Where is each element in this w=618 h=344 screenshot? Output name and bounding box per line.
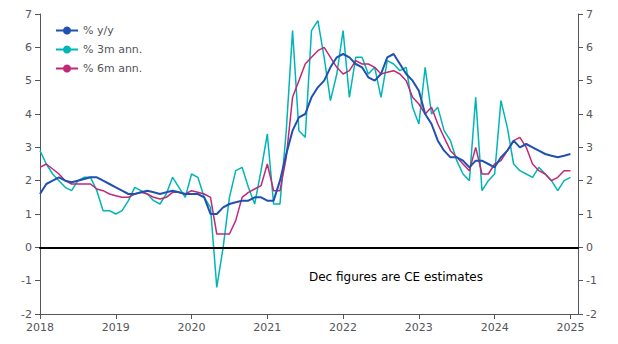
svg-text:-2: -2	[21, 308, 32, 321]
svg-text:-1: -1	[21, 274, 32, 287]
svg-text:2019: 2019	[102, 321, 130, 334]
svg-text:5: 5	[586, 74, 593, 87]
svg-text:1: 1	[586, 208, 593, 221]
svg-text:% y/y: % y/y	[83, 24, 114, 37]
svg-text:1: 1	[25, 208, 32, 221]
svg-text:-2: -2	[586, 308, 597, 321]
svg-text:2021: 2021	[253, 321, 281, 334]
svg-text:0: 0	[586, 241, 593, 254]
svg-text:2018: 2018	[26, 321, 54, 334]
svg-text:2023: 2023	[405, 321, 433, 334]
svg-text:3: 3	[25, 141, 32, 154]
svg-text:4: 4	[586, 108, 593, 121]
svg-text:6: 6	[25, 41, 32, 54]
svg-text:2: 2	[586, 174, 593, 187]
svg-text:7: 7	[586, 8, 593, 21]
svg-text:2: 2	[25, 174, 32, 187]
svg-text:0: 0	[25, 241, 32, 254]
svg-text:2024: 2024	[481, 321, 509, 334]
svg-text:-1: -1	[586, 274, 597, 287]
svg-text:6: 6	[586, 41, 593, 54]
svg-text:2020: 2020	[178, 321, 206, 334]
svg-text:5: 5	[25, 74, 32, 87]
svg-text:% 3m ann.: % 3m ann.	[83, 43, 142, 56]
svg-text:7: 7	[25, 8, 32, 21]
svg-text:% 6m ann.: % 6m ann.	[83, 62, 142, 75]
svg-text:3: 3	[586, 141, 593, 154]
svg-text:Dec figures are CE estimates: Dec figures are CE estimates	[309, 270, 483, 284]
svg-text:4: 4	[25, 108, 32, 121]
svg-text:2022: 2022	[329, 321, 357, 334]
svg-text:2025: 2025	[556, 321, 584, 334]
